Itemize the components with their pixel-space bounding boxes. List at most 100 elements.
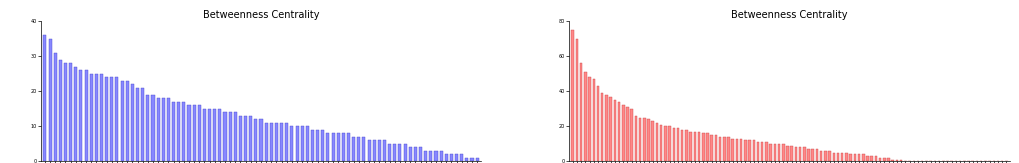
Bar [167, 98, 170, 161]
Bar [798, 147, 801, 161]
Bar [819, 151, 821, 161]
Title: Betweenness Centrality: Betweenness Centrality [203, 10, 319, 20]
Bar [388, 144, 391, 161]
Bar [731, 139, 734, 161]
Bar [449, 154, 452, 161]
Bar [575, 39, 578, 161]
Bar [213, 109, 216, 161]
Bar [752, 140, 754, 161]
Bar [326, 133, 329, 161]
Bar [187, 105, 191, 161]
Bar [790, 146, 792, 161]
Bar [419, 147, 422, 161]
Bar [331, 133, 334, 161]
Bar [873, 156, 876, 161]
Bar [296, 126, 299, 161]
Bar [475, 158, 478, 161]
Bar [382, 140, 385, 161]
Bar [208, 109, 211, 161]
Bar [705, 133, 708, 161]
Bar [357, 137, 360, 161]
Bar [853, 154, 855, 161]
Bar [709, 135, 712, 161]
Bar [693, 132, 695, 161]
Bar [739, 139, 742, 161]
Bar [223, 112, 226, 161]
Bar [275, 123, 278, 161]
Bar [372, 140, 375, 161]
Bar [845, 153, 847, 161]
Bar [130, 84, 133, 161]
Bar [676, 128, 679, 161]
Title: Betweenness Centrality: Betweenness Centrality [731, 10, 847, 20]
Bar [899, 160, 902, 161]
Bar [580, 63, 582, 161]
Bar [290, 126, 293, 161]
Bar [269, 123, 273, 161]
Bar [655, 123, 657, 161]
Bar [398, 144, 401, 161]
Bar [341, 133, 344, 161]
Bar [362, 137, 365, 161]
Bar [571, 30, 574, 161]
Bar [659, 125, 661, 161]
Bar [748, 140, 750, 161]
Bar [157, 98, 160, 161]
Bar [285, 123, 288, 161]
Bar [634, 116, 637, 161]
Bar [647, 119, 649, 161]
Bar [100, 74, 103, 161]
Bar [861, 154, 864, 161]
Bar [151, 95, 154, 161]
Bar [367, 140, 370, 161]
Bar [727, 137, 729, 161]
Bar [49, 39, 52, 161]
Bar [777, 144, 780, 161]
Bar [667, 126, 671, 161]
Bar [454, 154, 458, 161]
Bar [697, 132, 700, 161]
Bar [311, 130, 314, 161]
Bar [832, 153, 835, 161]
Bar [259, 119, 262, 161]
Bar [865, 156, 868, 161]
Bar [622, 105, 624, 161]
Bar [672, 128, 675, 161]
Bar [735, 139, 738, 161]
Bar [306, 126, 309, 161]
Bar [685, 130, 687, 161]
Bar [718, 137, 720, 161]
Bar [806, 149, 809, 161]
Bar [689, 132, 691, 161]
Bar [701, 133, 704, 161]
Bar [238, 116, 242, 161]
Bar [409, 147, 412, 161]
Bar [218, 109, 221, 161]
Bar [642, 118, 645, 161]
Bar [125, 81, 128, 161]
Bar [404, 144, 407, 161]
Bar [827, 151, 830, 161]
Bar [592, 79, 594, 161]
Bar [254, 119, 257, 161]
Bar [280, 123, 283, 161]
Bar [228, 112, 231, 161]
Bar [69, 63, 72, 161]
Bar [85, 70, 88, 161]
Bar [772, 144, 775, 161]
Bar [54, 53, 57, 161]
Bar [64, 63, 67, 161]
Bar [630, 109, 633, 161]
Bar [823, 151, 825, 161]
Bar [444, 154, 447, 161]
Bar [249, 116, 252, 161]
Bar [352, 137, 355, 161]
Bar [681, 130, 683, 161]
Bar [782, 144, 784, 161]
Bar [193, 105, 196, 161]
Bar [600, 93, 603, 161]
Bar [465, 158, 468, 161]
Bar [613, 100, 615, 161]
Bar [346, 133, 350, 161]
Bar [638, 118, 641, 161]
